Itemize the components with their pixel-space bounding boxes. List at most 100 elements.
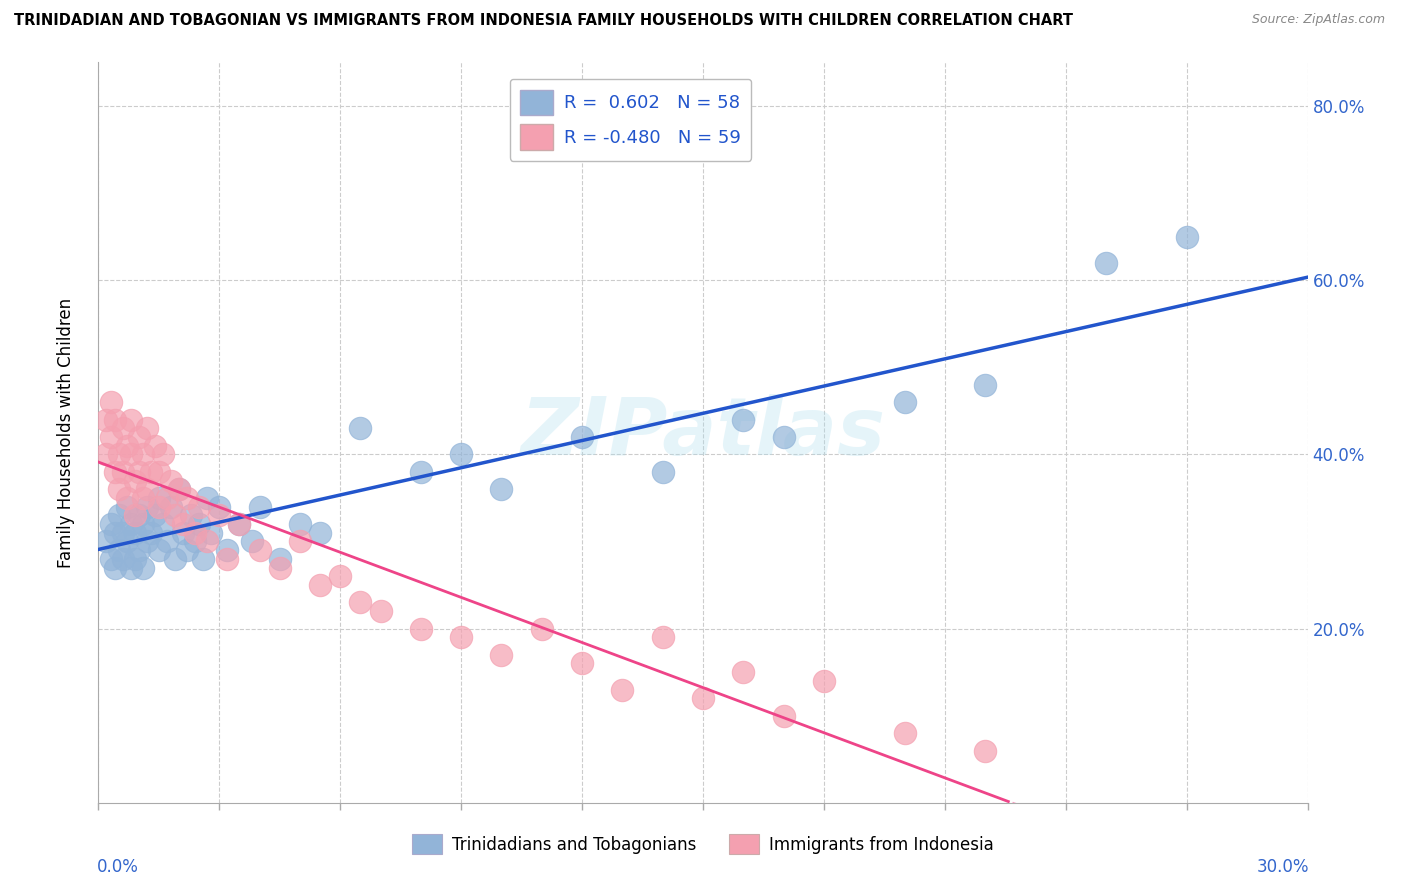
Point [208,508,231,523]
Point [309,525,332,540]
Point [111,465,134,479]
Point [370,604,392,618]
Point [120,560,142,574]
Legend: Trinidadians and Tobagonians, Immigrants from Indonesia: Trinidadians and Tobagonians, Immigrants… [405,828,1001,861]
Point [135,534,157,549]
Point [195,534,218,549]
Point [612,682,634,697]
Point [188,500,211,514]
Point [124,552,146,566]
Point [1095,256,1118,270]
Point [974,743,997,757]
Point [143,508,166,523]
Point [349,595,371,609]
Point [450,630,472,644]
Point [139,525,162,540]
Point [152,517,174,532]
Point [156,534,179,549]
Point [176,491,198,505]
Point [124,525,146,540]
Point [288,517,311,532]
Point [188,517,211,532]
Point [167,482,190,496]
Point [135,482,157,496]
Point [491,482,513,496]
Point [111,421,134,435]
Point [409,622,432,636]
Point [107,543,129,558]
Point [208,500,231,514]
Y-axis label: Family Households with Children: Family Households with Children [56,298,75,567]
Point [288,534,311,549]
Point [176,543,198,558]
Point [733,665,755,680]
Point [107,482,129,496]
Point [172,525,194,540]
Point [651,465,673,479]
Point [184,534,207,549]
Point [148,543,170,558]
Point [491,648,513,662]
Point [228,517,250,532]
Point [115,491,138,505]
Point [115,534,138,549]
Point [269,552,291,566]
Point [107,508,129,523]
Point [148,500,170,514]
Point [772,708,794,723]
Point [772,430,794,444]
Point [409,465,432,479]
Point [124,474,146,488]
Point [172,517,194,532]
Point [124,508,146,523]
Point [139,465,162,479]
Point [193,552,215,566]
Point [228,517,250,532]
Point [148,465,170,479]
Point [100,430,122,444]
Point [269,560,291,574]
Point [974,377,997,392]
Point [135,500,157,514]
Point [240,534,263,549]
Text: TRINIDADIAN AND TOBAGONIAN VS IMMIGRANTS FROM INDONESIA FAMILY HOUSEHOLDS WITH C: TRINIDADIAN AND TOBAGONIAN VS IMMIGRANTS… [14,13,1073,29]
Point [195,491,218,505]
Point [450,447,472,461]
Text: Source: ZipAtlas.com: Source: ZipAtlas.com [1251,13,1385,27]
Point [148,491,170,505]
Point [813,673,835,688]
Point [120,447,142,461]
Point [100,395,122,409]
Point [96,534,118,549]
Point [132,517,155,532]
Point [160,474,183,488]
Point [143,439,166,453]
Point [160,500,183,514]
Point [115,439,138,453]
Point [530,622,553,636]
Point [1175,229,1198,244]
Point [115,500,138,514]
Point [120,412,142,426]
Point [152,447,174,461]
Point [111,525,134,540]
Point [180,508,202,523]
Point [167,482,190,496]
Point [128,465,150,479]
Point [217,552,239,566]
Point [132,491,155,505]
Text: 0.0%: 0.0% [97,858,139,876]
Point [184,525,207,540]
Point [128,543,150,558]
Point [651,630,673,644]
Point [249,500,271,514]
Point [156,491,179,505]
Point [132,560,155,574]
Point [132,447,155,461]
Point [349,421,371,435]
Point [163,508,186,523]
Point [893,395,915,409]
Point [135,421,157,435]
Point [120,517,142,532]
Point [200,525,222,540]
